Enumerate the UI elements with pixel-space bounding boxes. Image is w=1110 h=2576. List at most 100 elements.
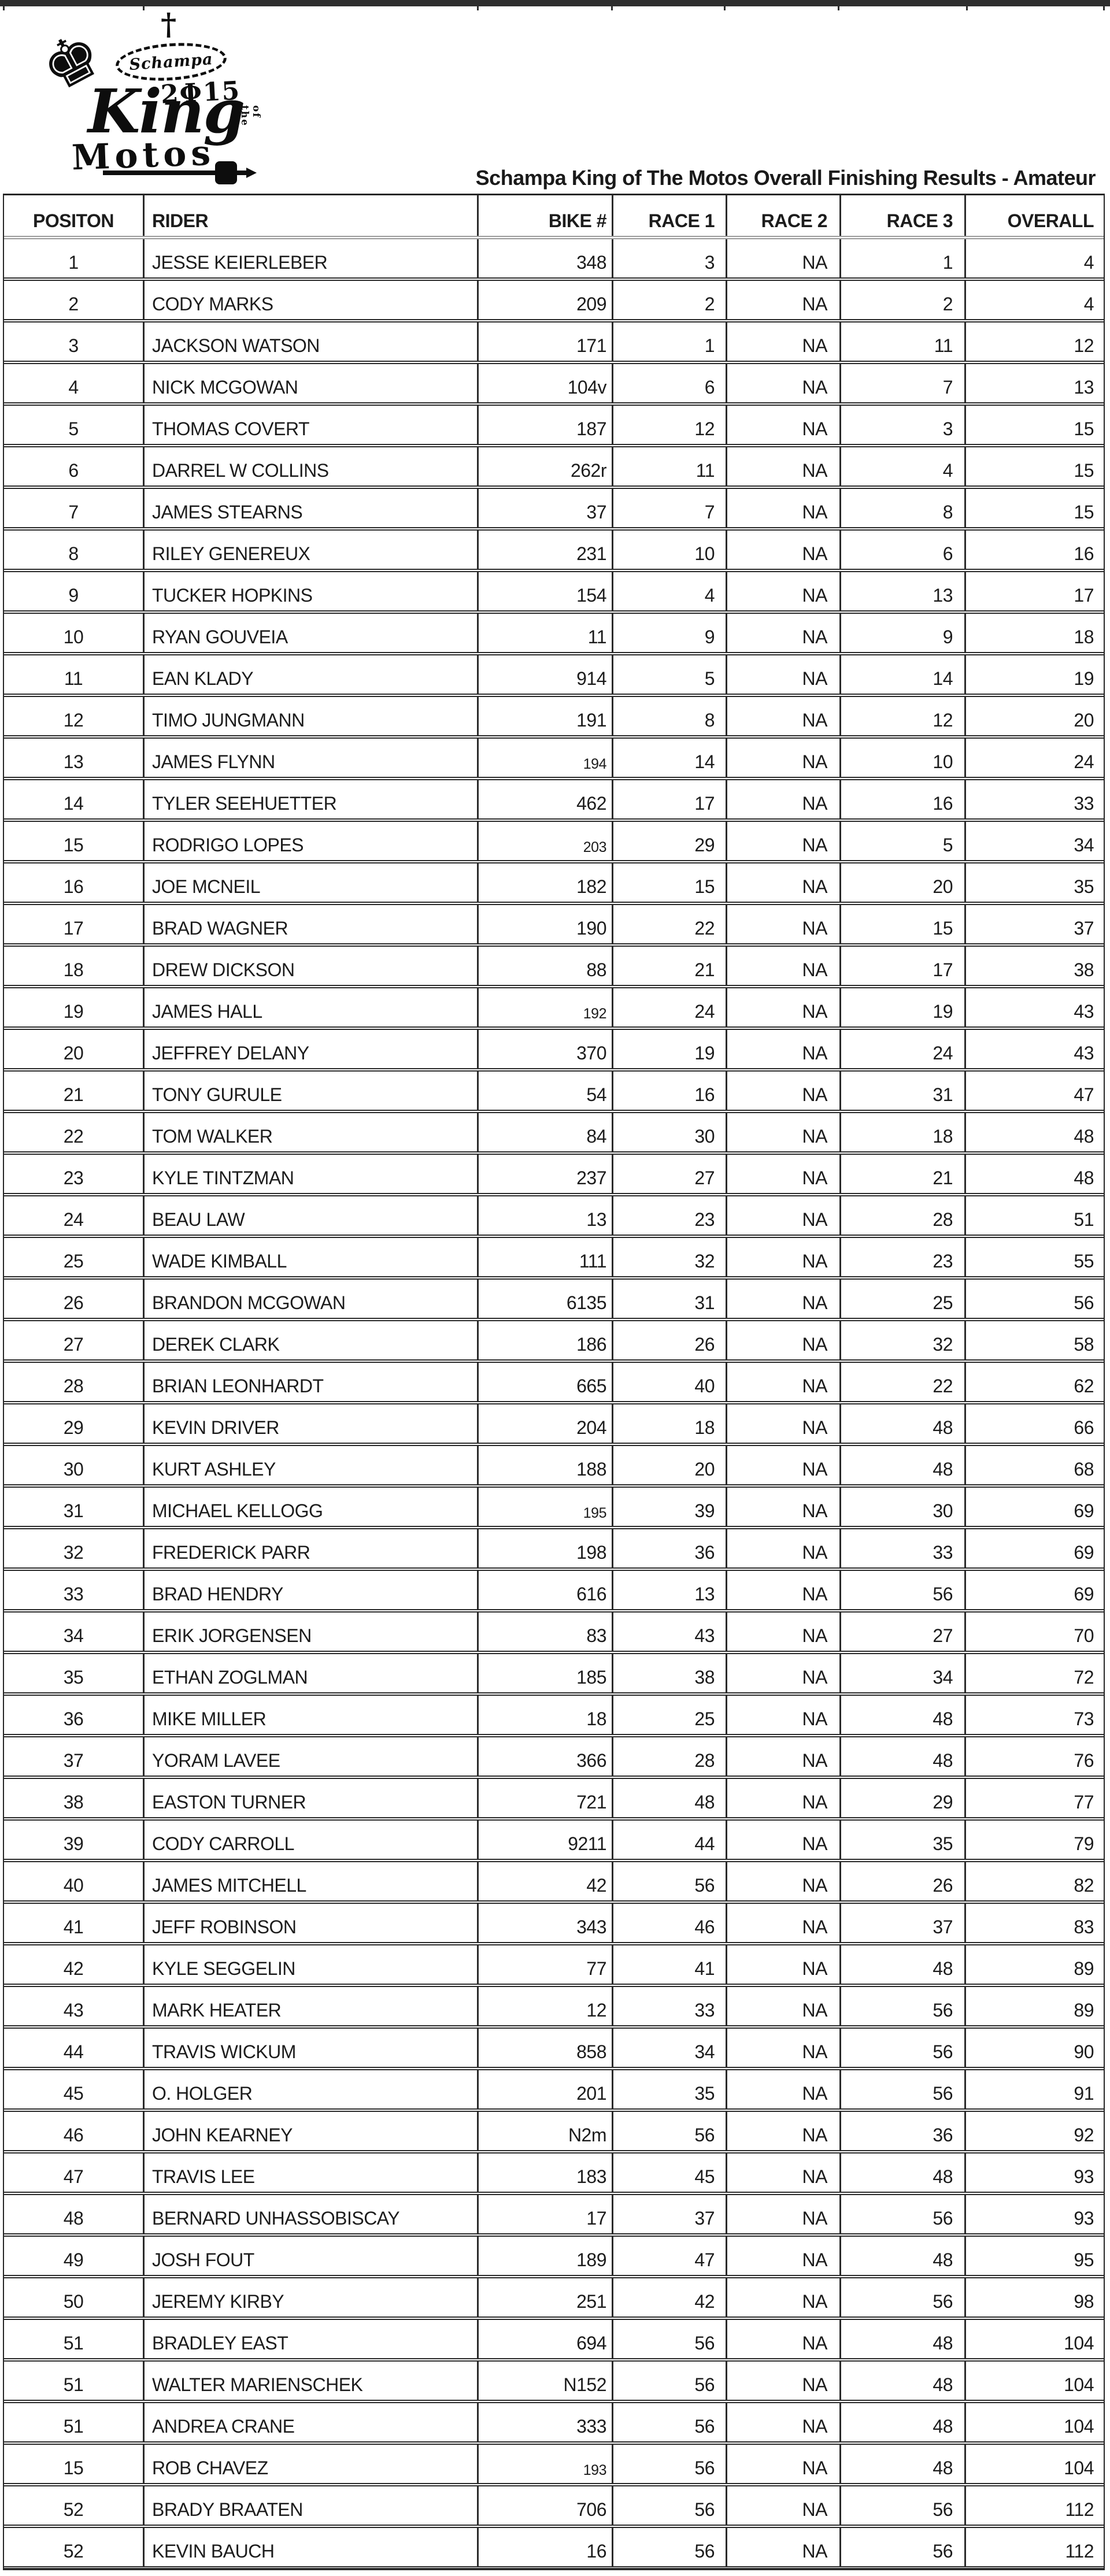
cell-rider: CODY CARROLL: [145, 1821, 479, 1859]
cell-position: 22: [4, 1113, 145, 1151]
table-row: 36 MIKE MILLER 18 25 NA 48 73: [4, 1696, 1104, 1737]
cell-race3: 48: [841, 2362, 966, 2400]
cell-race2: NA: [727, 1737, 841, 1776]
cell-position: 49: [4, 2237, 145, 2275]
cell-bike: 204: [479, 1404, 613, 1443]
cell-overall: 18: [1074, 627, 1094, 647]
cell-rider: BRAD HENDRY: [145, 1571, 479, 1609]
table-row: 43 MARK HEATER 12 33 NA 56 89: [4, 1987, 1104, 2029]
cell-bike: 209: [479, 281, 613, 319]
cell-overall: 83: [1074, 1917, 1094, 1937]
table-row: 33 BRAD HENDRY 616 13 NA 56 69: [4, 1571, 1104, 1613]
cell-race1: 17: [613, 780, 727, 818]
cell-race2: NA: [727, 2528, 841, 2566]
cell-position: 35: [4, 1654, 145, 1692]
cell-rider: YORAM LAVEE: [145, 1737, 479, 1776]
cell-race3: 10: [841, 739, 966, 777]
logo-of-the: of the: [239, 105, 262, 127]
cell-bike: 186: [479, 1321, 613, 1359]
cell-race3: 1: [841, 239, 966, 277]
cell-race3: 48: [841, 1404, 966, 1443]
cell-bike: 17: [479, 2195, 613, 2233]
cell-overall: 69: [1074, 1584, 1094, 1604]
cell-race1: 42: [613, 2278, 727, 2316]
table-row: 9 TUCKER HOPKINS 154 4 NA 13 17: [4, 572, 1104, 614]
cell-bike: 11: [479, 614, 613, 652]
cell-race3: 21: [841, 1155, 966, 1193]
cell-race1: 47: [613, 2237, 727, 2275]
cell-race2: NA: [727, 531, 841, 569]
cell-race2: NA: [727, 2320, 841, 2358]
cell-race3: 26: [841, 1862, 966, 1900]
cell-race2: NA: [727, 739, 841, 777]
cell-overall: 4: [1083, 294, 1094, 314]
cell-race1: 8: [613, 697, 727, 735]
table-row: 22 TOM WALKER 84 30 NA 18 48: [4, 1113, 1104, 1155]
cell-race3: 33: [841, 1529, 966, 1567]
cell-rider: MICHAEL KELLOGG: [145, 1488, 479, 1526]
cell-race3: 5: [841, 822, 966, 860]
cell-position: 25: [4, 1238, 145, 1276]
cell-position: 13: [4, 739, 145, 777]
cell-race3: 6: [841, 531, 966, 569]
cell-race1: 21: [613, 947, 727, 985]
header-cell-race3: RACE 3: [841, 195, 966, 236]
cell-race3: 48: [841, 2154, 966, 2192]
top-strip-tick: [611, 0, 613, 10]
cell-race3: 48: [841, 1945, 966, 1984]
cell-race2: NA: [727, 1446, 841, 1484]
cell-bike: N2m: [479, 2112, 613, 2150]
cell-race3: 34: [841, 1654, 966, 1692]
cell-bike: 858: [479, 2029, 613, 2067]
cell-race2: NA: [727, 1488, 841, 1526]
cell-race3: 15: [841, 905, 966, 943]
cell-race3: 29: [841, 1779, 966, 1817]
cell-rider: JOHN KEARNEY: [145, 2112, 479, 2150]
cell-overall: 82: [1074, 1875, 1094, 1896]
cell-race2: NA: [727, 863, 841, 902]
cell-bike: 462: [479, 780, 613, 818]
cell-race2: NA: [727, 988, 841, 1026]
table-row: 35 ETHAN ZOGLMAN 185 38 NA 34 72: [4, 1654, 1104, 1696]
cell-bike: 706: [479, 2486, 613, 2525]
table-row: 41 JEFF ROBINSON 343 46 NA 37 83: [4, 1904, 1104, 1945]
header-cell-race2: RACE 2: [727, 195, 841, 236]
cell-race2: NA: [727, 2486, 841, 2525]
table-row: 34 ERIK JORGENSEN 83 43 NA 27 70: [4, 1613, 1104, 1654]
cell-position: 36: [4, 1696, 145, 1734]
cell-race1: 18: [613, 1404, 727, 1443]
cell-race1: 3: [613, 239, 727, 277]
cell-bike: 111: [479, 1238, 613, 1276]
cell-race2: NA: [727, 1654, 841, 1692]
cell-position: 32: [4, 1529, 145, 1567]
cell-bike: 83: [479, 1613, 613, 1651]
table-row: 47 TRAVIS LEE 183 45 NA 48 93: [4, 2154, 1104, 2195]
cell-position: 7: [4, 489, 145, 527]
cell-bike: 77: [479, 1945, 613, 1984]
cell-position: 47: [4, 2154, 145, 2192]
cell-position: 4: [4, 364, 145, 402]
cell-race1: 44: [613, 1821, 727, 1859]
cell-bike: 189: [479, 2237, 613, 2275]
cell-position: 33: [4, 1571, 145, 1609]
cell-race3: 7: [841, 364, 966, 402]
cell-rider: KEVIN DRIVER: [145, 1404, 479, 1443]
cell-overall: 56: [1074, 1292, 1094, 1313]
table-row: 40 JAMES MITCHELL 42 56 NA 26 82: [4, 1862, 1104, 1904]
cell-race3: 11: [841, 323, 966, 361]
cell-position: 48: [4, 2195, 145, 2233]
cell-race2: NA: [727, 1945, 841, 1984]
cell-race3: 56: [841, 1571, 966, 1609]
cell-race1: 5: [613, 655, 727, 694]
cell-bike: 84: [479, 1113, 613, 1151]
cell-overall: 48: [1074, 1126, 1094, 1147]
cell-bike: 185: [479, 1654, 613, 1692]
cell-race1: 30: [613, 1113, 727, 1151]
table-row: 8 RILEY GENEREUX 231 10 NA 6 16: [4, 531, 1104, 572]
cell-race1: 32: [613, 1238, 727, 1276]
cell-race3: 24: [841, 1030, 966, 1068]
cell-rider: RILEY GENEREUX: [145, 531, 479, 569]
cell-race3: 48: [841, 1446, 966, 1484]
cell-bike: 198: [479, 1529, 613, 1567]
cell-position: 44: [4, 2029, 145, 2067]
